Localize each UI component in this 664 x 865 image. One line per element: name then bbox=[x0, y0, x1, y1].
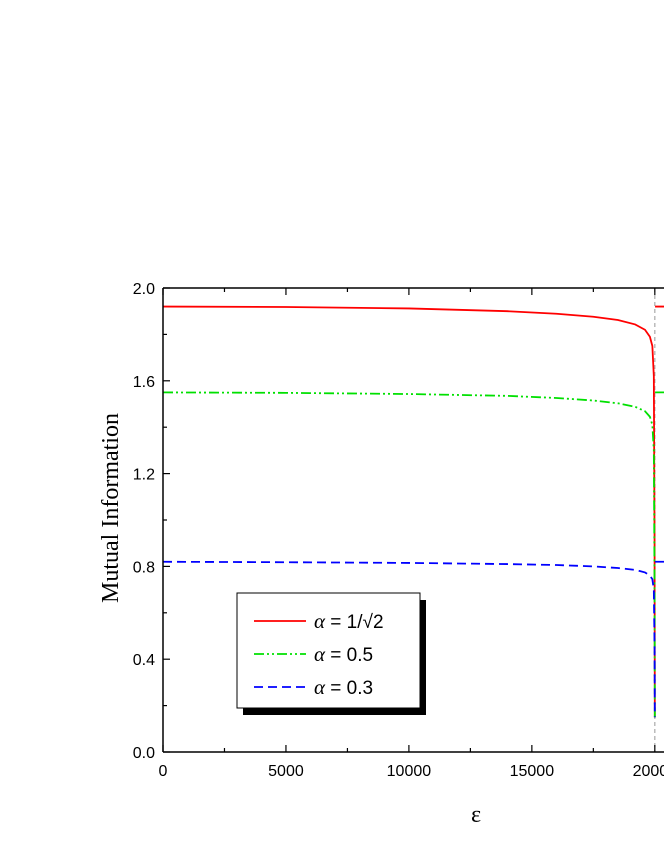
legend-label: α = 0.5 bbox=[314, 642, 373, 666]
y-tick-label: 0.4 bbox=[133, 652, 155, 669]
x-tick-label: 15000 bbox=[510, 763, 555, 780]
y-tick-label: 0.0 bbox=[133, 745, 155, 762]
y-axis-title: Mutual Information bbox=[98, 413, 124, 603]
x-axis-title: ε bbox=[471, 802, 481, 828]
legend-label: α = 1/√2 bbox=[314, 609, 384, 633]
series-line-1-segment-0 bbox=[163, 391, 656, 718]
y-tick-label: 1.6 bbox=[133, 374, 155, 391]
y-tick-label: 0.8 bbox=[133, 559, 155, 576]
legend-label: α = 0.3 bbox=[314, 675, 373, 699]
series-line-0-segment-0 bbox=[163, 305, 656, 718]
series-line-2-segment-0 bbox=[163, 560, 656, 718]
x-tick-label: 10000 bbox=[387, 763, 432, 780]
legend: α = 1/√2 α = 0.5 α = 0.3 bbox=[236, 592, 426, 715]
y-tick-label: 1.2 bbox=[133, 467, 155, 484]
series-group bbox=[163, 305, 664, 718]
x-tick-label: 5000 bbox=[268, 763, 304, 780]
legend-box bbox=[236, 592, 421, 709]
x-tick-label: 0 bbox=[159, 763, 168, 780]
y-tick-label: 2.0 bbox=[133, 281, 155, 298]
